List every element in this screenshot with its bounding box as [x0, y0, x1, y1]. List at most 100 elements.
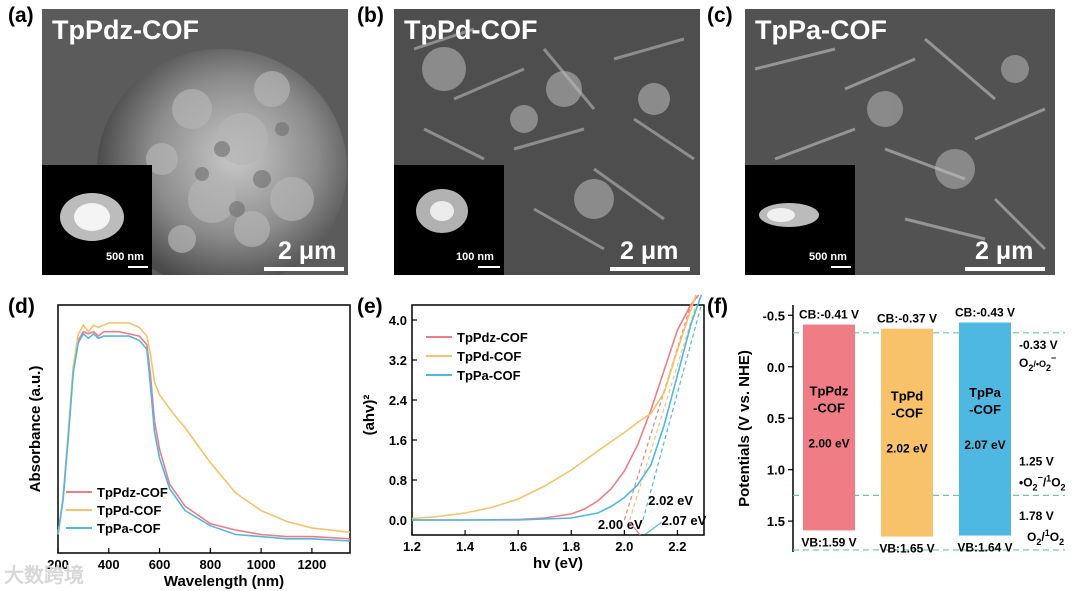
main-scale-label-b: 2 μm [620, 237, 679, 265]
x-tick-label-e: 1.8 [562, 539, 580, 554]
panel-label-d: (d) [8, 295, 35, 318]
watermark-text: 大数跨境 [4, 563, 84, 587]
sem-title-c: TpPa-COF [755, 15, 887, 45]
sem-image-tppd: TpPd-COF 100 nm 2 μm [394, 9, 700, 275]
x-tick-label-e: 2.0 [615, 539, 633, 554]
cb-label-f-2: CB:-0.43 V [955, 305, 1015, 319]
x-tick-label-e: 2.2 [668, 539, 686, 554]
band-name-bottom-f-1: -COF [891, 406, 923, 421]
panel-label-c: (c) [707, 4, 733, 27]
x-axis-label-d: Wavelength (nm) [164, 573, 284, 590]
panel-label-b: (b) [357, 4, 384, 27]
x-tick-label-d: 1200 [297, 557, 326, 572]
ref-couple-f-1: •O2−/1O2 [1019, 472, 1066, 492]
x-tick-label-e: 1.2 [403, 539, 421, 554]
series-line-d-2 [57, 332, 351, 542]
band-bar-f-0 [803, 324, 855, 531]
main-scale-bar-c [965, 267, 1045, 271]
plot-frame-d [57, 304, 351, 554]
legend-label-d-1: TpPd-COF [97, 503, 161, 518]
ref-value-f-0: -0.33 V [1019, 338, 1058, 352]
inset-scale-bar-a [128, 266, 148, 268]
main-scale-bar-b [610, 267, 690, 271]
sem-image-tppa: TpPa-COF 500 nm 2 μm [745, 9, 1055, 275]
y-axis-label-f: Potentials (V vs. NHE) [736, 350, 753, 507]
main-scale-label-a: 2 μm [278, 237, 337, 265]
plot-frame-e [411, 304, 705, 536]
y-tick-label-f: 1.5 [767, 514, 785, 529]
y-axis-label-e: (ahv)² [361, 395, 378, 436]
series-line-e-2 [412, 294, 703, 521]
y-tick-label-f: 0.0 [767, 360, 785, 375]
series-line-e-0 [412, 294, 700, 521]
ref-value-f-2: 1.78 V [1019, 509, 1054, 523]
ref-couple-f-0: O2/•O2− [1019, 353, 1056, 373]
annotation-e-2: 2.07 eV [662, 513, 707, 528]
band-name-top-f-1: TpPd [891, 389, 924, 404]
y-tick-label-e: 1.6 [389, 433, 407, 448]
y-tick-label-e: 3.2 [389, 353, 407, 368]
vb-label-f-2: VB:1.64 V [957, 541, 1012, 555]
tangent-line-e-2 [642, 304, 702, 521]
cb-label-f-1: CB:-0.37 V [877, 312, 937, 326]
annotation-e-1: 2.02 eV [648, 493, 693, 508]
annotation-e-0: 2.00 eV [598, 517, 643, 532]
vb-label-f-1: VB:1.65 V [879, 542, 934, 556]
legend-label-e-2: TpPa-COF [457, 368, 521, 383]
series-line-d-1 [57, 322, 351, 535]
inset-image-c: 500 nm [745, 165, 855, 275]
sem-title-b: TpPd-COF [404, 15, 538, 45]
y-tick-label-f: 1.0 [767, 463, 785, 478]
series-line-e-1 [411, 294, 697, 520]
band-gap-f-1: 2.02 eV [886, 442, 927, 456]
x-tick-label-d: 600 [149, 557, 171, 572]
y-tick-label-e: 2.4 [389, 393, 408, 408]
band-name-bottom-f-0: -COF [813, 400, 845, 415]
panel-label-f: (f) [707, 295, 728, 318]
sem-image-tppdz: TpPdz-COF 500 nm 2 μm [42, 9, 348, 275]
y-tick-label-e: 0.8 [389, 473, 407, 488]
inset-image-b: 100 nm [394, 165, 504, 275]
band-name-top-f-0: TpPdz [810, 383, 849, 398]
cb-label-f-0: CB:-0.41 V [799, 308, 859, 322]
panel-label-a: (a) [8, 4, 34, 27]
x-tick-label-d: 800 [199, 557, 221, 572]
band-gap-f-2: 2.07 eV [964, 438, 1005, 452]
sem-title-a: TpPdz-COF [52, 15, 199, 45]
x-tick-label-d: 200 [47, 557, 69, 572]
tangent-line-e-1 [629, 304, 697, 521]
inset-image-a: 500 nm [42, 165, 152, 275]
ref-couple-f-2: O2/1O2 [1027, 528, 1064, 547]
legend-label-d-0: TpPdz-COF [97, 485, 168, 500]
panel-label-e: (e) [357, 295, 383, 318]
inset-scale-bar-c [831, 266, 851, 268]
legend-label-e-1: TpPd-COF [457, 349, 521, 364]
inset-scale-bar-b [478, 266, 500, 268]
x-axis-label-e: hv (eV) [533, 555, 583, 572]
x-tick-label-d: 400 [98, 557, 120, 572]
series-line-d-0 [57, 330, 351, 540]
band-bar-f-1 [881, 328, 933, 537]
band-bar-f-2 [959, 322, 1011, 536]
inset-scale-label-c: 500 nm [809, 251, 847, 263]
legend-label-e-0: TpPdz-COF [457, 330, 528, 345]
annotation-arrow-e2 [629, 522, 641, 536]
ref-value-f-1: 1.25 V [1019, 454, 1054, 468]
band-name-bottom-f-2: -COF [969, 402, 1001, 417]
y-tick-label-e: 0.0 [389, 513, 407, 528]
x-tick-label-e: 1.4 [456, 539, 475, 554]
y-tick-label-f: 0.5 [767, 411, 785, 426]
main-scale-bar-a [264, 267, 344, 271]
y-axis-label-d: Absorbance (a.u.) [27, 366, 44, 493]
inset-scale-label-b: 100 nm [456, 251, 494, 263]
legend-label-d-2: TpPa-COF [97, 521, 161, 536]
band-gap-f-0: 2.00 eV [808, 436, 849, 450]
inset-scale-label-a: 500 nm [106, 251, 144, 263]
annotation-arrow-e [645, 522, 662, 535]
tangent-line-e-0 [623, 304, 692, 521]
band-name-top-f-2: TpPa [969, 385, 1002, 400]
x-tick-label-d: 1000 [247, 557, 276, 572]
vb-label-f-0: VB:1.59 V [801, 535, 856, 549]
y-tick-label-e: 4.0 [389, 313, 407, 328]
